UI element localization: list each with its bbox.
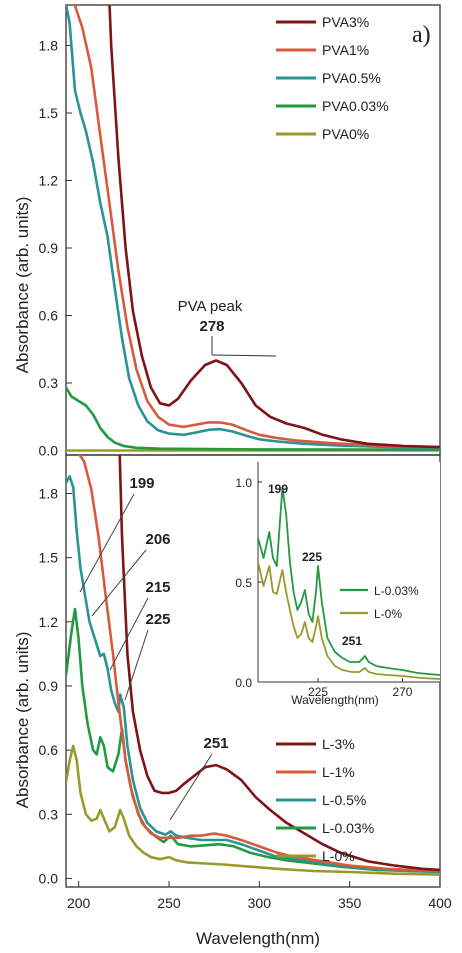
y-axis-title-bottom: Absorbance (arb. units) bbox=[13, 632, 32, 809]
x-axis-title: Wavelength(nm) bbox=[196, 929, 320, 948]
legend-label: L-0.5% bbox=[322, 792, 366, 808]
pva-peak-pointer-2 bbox=[211, 354, 277, 357]
y-tick-label: 1.0 bbox=[235, 476, 252, 490]
pva-peak-label: PVA peak bbox=[178, 298, 243, 315]
legend-label: L-0.03% bbox=[322, 820, 374, 836]
panel-a-label: a) bbox=[412, 22, 431, 48]
legend-label: L-0.03% bbox=[374, 584, 419, 598]
y-tick-label: 0.5 bbox=[235, 576, 252, 590]
pva-peak-value: 278 bbox=[199, 318, 224, 335]
inset-anno-225: 225 bbox=[302, 550, 322, 564]
panel-b-y-ticks: 0.0 0.3 0.6 0.9 1.2 1.5 1.8 bbox=[39, 485, 72, 886]
y-tick-label: 1.8 bbox=[39, 485, 59, 501]
anno-215: 215 bbox=[145, 579, 170, 596]
legend-label: L-0% bbox=[374, 607, 402, 621]
x-tick-label: 250 bbox=[157, 895, 181, 911]
x-tick-label: 225 bbox=[308, 685, 328, 699]
x-tick-label: 300 bbox=[248, 895, 272, 911]
panel-a-series bbox=[66, 5, 440, 452]
anno-199-line bbox=[79, 493, 135, 593]
inset-anno-251: 251 bbox=[342, 634, 362, 648]
inset-y-ticks: 0.0 0.5 1.0 bbox=[235, 476, 262, 690]
legend-label: PVA1% bbox=[322, 42, 369, 58]
y-tick-label: 0.6 bbox=[39, 742, 59, 758]
y-tick-label: 1.8 bbox=[39, 38, 59, 54]
y-tick-label: 0.9 bbox=[39, 240, 59, 256]
inset-frame bbox=[258, 462, 440, 682]
y-tick-label: 1.2 bbox=[39, 173, 59, 189]
panel-a-legend: PVA3% PVA1% PVA0.5% PVA0.03% PVA0% bbox=[276, 14, 389, 142]
y-tick-label: 0.9 bbox=[39, 678, 59, 694]
y-tick-label: 1.5 bbox=[39, 105, 59, 121]
inset-anno-199: 199 bbox=[268, 482, 288, 496]
inset-chart: 0.0 0.5 1.0 225 270 L-0.03% L-0% Wavelength(… bbox=[235, 462, 440, 707]
panel-b-x-ticks: 200 250 300 350 400 bbox=[67, 881, 452, 911]
series-line bbox=[118, 455, 440, 872]
anno-251-line bbox=[169, 753, 213, 821]
legend-label: PVA3% bbox=[322, 14, 369, 30]
series-line bbox=[73, 5, 440, 449]
y-axis-title: Absorbance (arb. units) bbox=[13, 197, 32, 374]
series-line bbox=[66, 475, 440, 874]
y-tick-label: 0.0 bbox=[235, 676, 252, 690]
y-tick-label: 0.0 bbox=[39, 870, 59, 886]
anno-199: 199 bbox=[129, 475, 154, 492]
y-tick-label: 1.2 bbox=[39, 614, 59, 630]
anno-251: 251 bbox=[203, 735, 228, 752]
anno-206: 206 bbox=[145, 531, 170, 548]
series-line bbox=[258, 561, 440, 680]
series-line bbox=[258, 487, 440, 676]
y-tick-label: 1.5 bbox=[39, 550, 59, 566]
y-tick-label: 0.6 bbox=[39, 308, 59, 324]
x-tick-label: 400 bbox=[428, 895, 452, 911]
panel-a-y-ticks: 0.0 0.3 0.6 0.9 1.2 1.5 1.8 bbox=[39, 38, 72, 459]
series-line bbox=[108, 5, 440, 449]
series-line bbox=[66, 386, 440, 451]
x-tick-label: 270 bbox=[392, 685, 412, 699]
legend-label: PVA0.03% bbox=[322, 98, 389, 114]
inset-legend: L-0.03% L-0% bbox=[340, 584, 419, 621]
y-tick-label: 0.3 bbox=[39, 806, 59, 822]
panel-a: 0.0 0.3 0.6 0.9 1.2 1.5 1.8 a) PVA3% PVA1% PVA0.… bbox=[39, 4, 441, 459]
series-line bbox=[66, 744, 440, 876]
legend-label: L-0% bbox=[322, 848, 355, 864]
x-tick-label: 200 bbox=[67, 895, 91, 911]
legend-label: PVA0.5% bbox=[322, 70, 381, 86]
inset-series bbox=[258, 487, 440, 680]
legend-label: PVA0% bbox=[322, 126, 369, 142]
inset-x-title: Wavelength(nm) bbox=[291, 693, 379, 707]
series-line bbox=[66, 5, 440, 450]
anno-215-line bbox=[109, 597, 149, 671]
anno-225-line bbox=[124, 629, 149, 701]
legend-label: L-3% bbox=[322, 736, 355, 752]
panel-b-legend: L-3% L-1% L-0.5% L-0.03% L-0% bbox=[276, 736, 374, 864]
y-tick-label: 0.3 bbox=[39, 375, 59, 391]
y-tick-label: 0.0 bbox=[39, 443, 59, 459]
legend-label: L-1% bbox=[322, 764, 355, 780]
inset-x-ticks: 225 270 bbox=[308, 678, 413, 699]
x-tick-label: 350 bbox=[338, 895, 362, 911]
anno-225: 225 bbox=[145, 611, 170, 628]
anno-206-line bbox=[91, 549, 147, 617]
panel-a-frame bbox=[65, 4, 441, 456]
